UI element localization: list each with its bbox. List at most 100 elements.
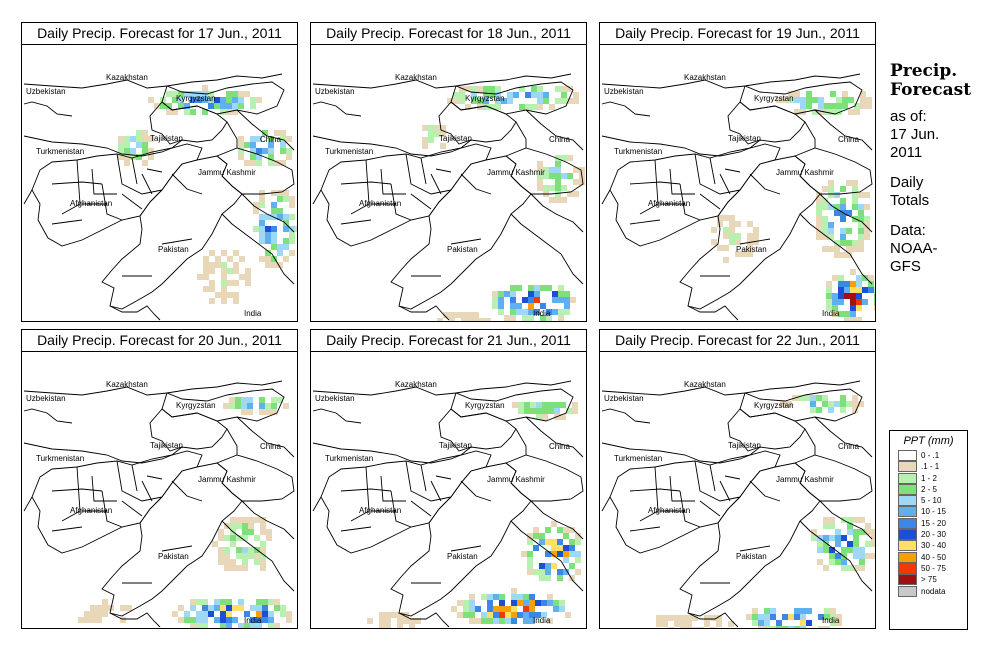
precip-cell (120, 617, 126, 623)
precip-cell (534, 309, 540, 315)
precip-cell (236, 535, 242, 541)
precip-cell (487, 612, 493, 618)
precip-cell (573, 98, 579, 104)
precip-cell (202, 599, 208, 605)
precip-cell (244, 611, 250, 617)
precip-cell (868, 275, 874, 281)
precip-cell (541, 612, 547, 618)
precip-cell (148, 154, 154, 160)
precip-cell (563, 557, 569, 563)
precip-cell (788, 97, 794, 103)
precip-cell (531, 104, 537, 110)
precip-cell (524, 408, 530, 414)
precip-cell (856, 281, 862, 287)
precip-cell (842, 91, 848, 97)
precip-cell (248, 553, 254, 559)
precip-cell (551, 551, 557, 557)
precip-cell (729, 215, 735, 221)
legend-swatch (898, 517, 917, 529)
precip-cell (711, 239, 717, 245)
precip-cell (752, 608, 758, 614)
precip-cell (824, 608, 830, 614)
precip-cell (528, 285, 534, 291)
precip-cell (148, 97, 154, 103)
precip-cell (262, 617, 268, 623)
map-label-kazakhstan: Kazakhstan (395, 73, 437, 82)
precip-cell (859, 565, 865, 571)
precip-cell (248, 547, 254, 553)
precip-cell (224, 559, 230, 565)
map-label-pakistan: Pakistan (736, 552, 767, 561)
precip-cell (245, 274, 251, 280)
precip-cell (90, 605, 96, 611)
map-label-turkmenistan: Turkmenistan (325, 147, 373, 156)
legend-label: 10 - 15 (921, 507, 946, 517)
map-label-turkmenistan: Turkmenistan (36, 454, 84, 463)
precip-cell (830, 91, 836, 97)
precip-cell (214, 617, 220, 623)
precip-cell (788, 626, 794, 628)
source-line2: NOAA- (890, 240, 938, 257)
precip-cell (529, 612, 535, 618)
precip-cell (531, 92, 537, 98)
map-label-pakistan: Pakistan (158, 552, 189, 561)
precip-cell (573, 92, 579, 98)
precip-cell (723, 245, 729, 251)
precip-cell (283, 220, 289, 226)
precip-cell (227, 280, 233, 286)
precip-cell (481, 612, 487, 618)
precip-cell (806, 97, 812, 103)
precip-cell (254, 517, 260, 523)
precip-cell (764, 620, 770, 626)
precip-cell (555, 86, 561, 92)
precip-cell (487, 618, 493, 624)
forecast-panel-2: Daily Precip. Forecast for 18 Jun., 2011… (310, 22, 587, 322)
precip-cell (124, 160, 130, 166)
precip-cell (221, 268, 227, 274)
precip-cell (575, 533, 581, 539)
precip-cell (545, 527, 551, 533)
precip-cell (860, 103, 866, 109)
precip-cell (142, 130, 148, 136)
precip-cell (521, 551, 527, 557)
precip-cell (434, 125, 440, 131)
precip-cell (800, 97, 806, 103)
precip-cell (148, 148, 154, 154)
legend-label: > 75 (921, 575, 937, 585)
precip-cell (850, 317, 856, 321)
precip-cell (539, 539, 545, 545)
map-label-tajikistan: Tajikistan (728, 134, 761, 143)
precip-cell (254, 553, 260, 559)
precip-cell (227, 256, 233, 262)
precip-cell (840, 228, 846, 234)
precip-cell (271, 262, 277, 268)
precip-cell (172, 97, 178, 103)
precip-cell (489, 86, 495, 92)
precip-cell (834, 204, 840, 210)
precip-cell (202, 623, 208, 628)
precip-cell (443, 312, 449, 318)
precip-cell (196, 91, 202, 97)
precip-cell (850, 311, 856, 317)
precip-cell (829, 523, 835, 529)
precip-cell (265, 238, 271, 244)
precip-cell (511, 618, 517, 624)
precip-cell (271, 397, 277, 403)
precip-cell (517, 612, 523, 618)
precip-cell (397, 618, 403, 624)
precip-cell (224, 547, 230, 553)
map-label-china: China (549, 135, 570, 144)
precip-cell (256, 97, 262, 103)
precip-cell (537, 98, 543, 104)
precip-cell (537, 104, 543, 110)
precip-cell (259, 397, 265, 403)
map-label-kyrgyzstan: Kyrgyzstan (754, 94, 794, 103)
precip-cell (539, 533, 545, 539)
map-label-afghanistan: Afghanistan (648, 199, 690, 208)
precip-cell (552, 297, 558, 303)
precip-cell (874, 305, 875, 311)
precip-cell (238, 97, 244, 103)
legend-swatch (898, 529, 917, 541)
precip-cell (537, 86, 543, 92)
precip-cell (481, 618, 487, 624)
